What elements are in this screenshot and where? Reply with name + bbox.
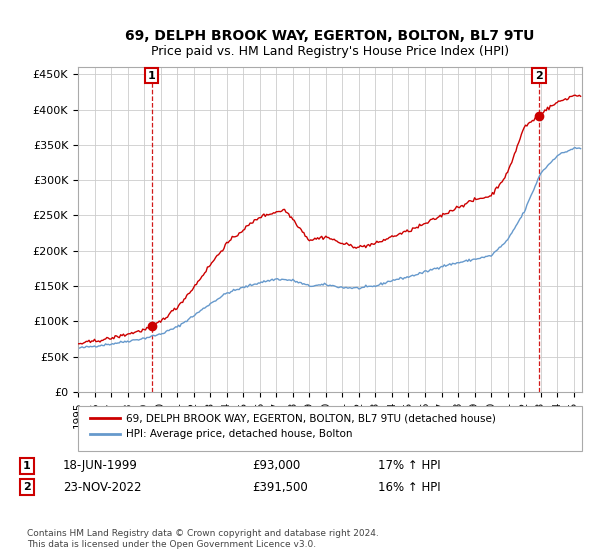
Text: 18-JUN-1999: 18-JUN-1999	[63, 459, 138, 473]
Text: 1: 1	[23, 461, 31, 471]
Text: 2: 2	[535, 71, 543, 81]
Text: 1: 1	[148, 71, 155, 81]
Text: 16% ↑ HPI: 16% ↑ HPI	[378, 480, 440, 494]
Text: HPI: Average price, detached house, Bolton: HPI: Average price, detached house, Bolt…	[126, 429, 353, 439]
Text: 23-NOV-2022: 23-NOV-2022	[63, 480, 142, 494]
Text: Price paid vs. HM Land Registry's House Price Index (HPI): Price paid vs. HM Land Registry's House …	[151, 45, 509, 58]
Text: 2: 2	[23, 482, 31, 492]
Text: Contains HM Land Registry data © Crown copyright and database right 2024.
This d: Contains HM Land Registry data © Crown c…	[27, 529, 379, 549]
Text: 17% ↑ HPI: 17% ↑ HPI	[378, 459, 440, 473]
Text: 69, DELPH BROOK WAY, EGERTON, BOLTON, BL7 9TU: 69, DELPH BROOK WAY, EGERTON, BOLTON, BL…	[125, 29, 535, 44]
Text: 69, DELPH BROOK WAY, EGERTON, BOLTON, BL7 9TU (detached house): 69, DELPH BROOK WAY, EGERTON, BOLTON, BL…	[126, 413, 496, 423]
Text: £93,000: £93,000	[252, 459, 300, 473]
Text: £391,500: £391,500	[252, 480, 308, 494]
